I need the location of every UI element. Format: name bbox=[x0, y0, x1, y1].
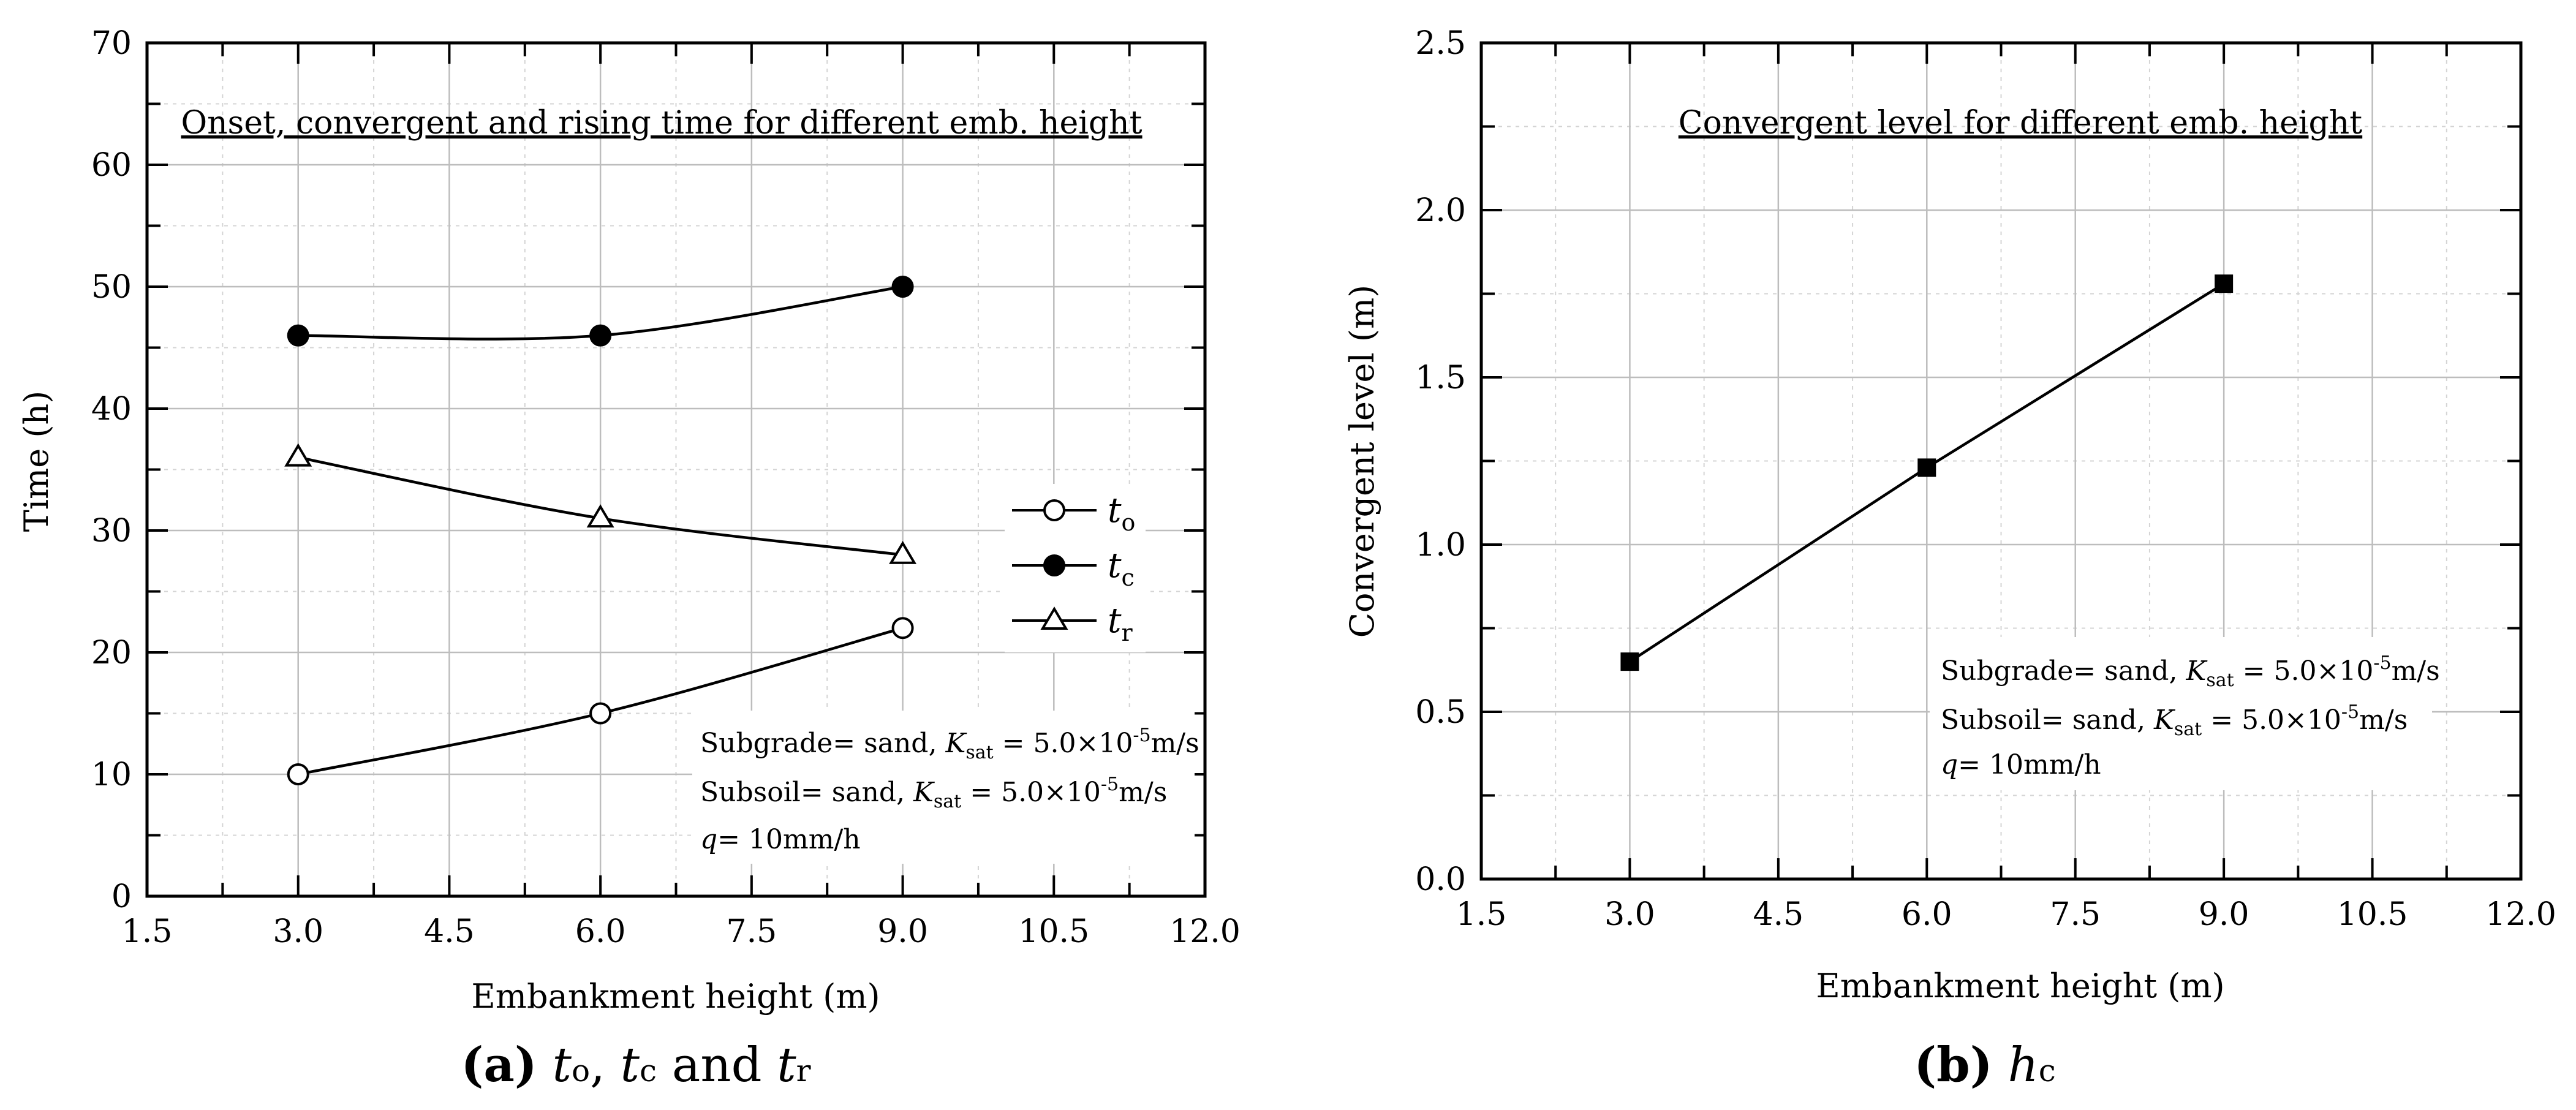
b-x-tick-label: 1.5 bbox=[1456, 896, 1507, 933]
a-legend-tc-label: tc bbox=[1108, 546, 1135, 591]
b-y-axis-label: Convergent level (m) bbox=[1343, 285, 1381, 638]
b-x-axis-label: Embankment height (m) bbox=[1816, 967, 2224, 1005]
a-legend-to-label: to bbox=[1108, 491, 1135, 536]
a-point-tc bbox=[287, 324, 309, 347]
b-chart-title: Convergent level for different emb. heig… bbox=[1679, 105, 2363, 142]
a-caption: (a) to, tc and tr bbox=[461, 1037, 810, 1093]
a-ticks: 1.5 3.0 4.5 6.0 7.5 9.0 10.5 12.0 0 10 20 30 40 50 60 7… bbox=[91, 25, 1241, 950]
a-point-to bbox=[589, 702, 612, 725]
b-y-tick-label: 0.0 bbox=[1415, 861, 1466, 898]
b-x-tick-label: 4.5 bbox=[1753, 896, 1804, 933]
a-point-to bbox=[891, 617, 914, 640]
a-x-tick-label: 3.0 bbox=[273, 913, 323, 950]
a-x-tick-label: 4.5 bbox=[424, 913, 475, 950]
b-x-tick-label: 9.0 bbox=[2199, 896, 2249, 933]
a-series-markers bbox=[284, 276, 917, 785]
a-x-tick-label: 12.0 bbox=[1169, 913, 1241, 950]
b-point-hc bbox=[1620, 652, 1639, 671]
a-legend-tr-label: tr bbox=[1108, 601, 1133, 646]
a-x-tick-label: 10.5 bbox=[1018, 913, 1089, 950]
a-x-tick-label: 1.5 bbox=[122, 913, 173, 950]
a-point-tc bbox=[589, 324, 612, 347]
a-annotation-subsoil: Subsoil= sand, Ksat = 5.0×10-5m/s bbox=[700, 774, 1167, 812]
b-ticks: 1.5 3.0 4.5 6.0 7.5 9.0 10.5 12.0 0.0 0.5 1.0 1.5 2.… bbox=[1415, 25, 2556, 933]
b-y-tick-label: 1.5 bbox=[1415, 360, 1466, 396]
b-annotation-q: q= 10mm/h bbox=[1941, 749, 2101, 780]
a-point-tc bbox=[891, 276, 914, 298]
a-legend-to-marker bbox=[1043, 499, 1065, 521]
a-point-tr bbox=[586, 504, 614, 528]
b-annotation: Subgrade= sand, Ksat = 5.0×10-5m/s Subso… bbox=[1930, 637, 2440, 790]
b-x-tick-label: 12.0 bbox=[2485, 896, 2556, 933]
a-y-axis-label: Time (h) bbox=[17, 391, 56, 532]
a-y-tick-label: 30 bbox=[91, 513, 132, 549]
a-x-axis-label: Embankment height (m) bbox=[471, 977, 880, 1016]
a-legend: to tc tr bbox=[1005, 484, 1146, 652]
a-y-tick-label: 0 bbox=[111, 878, 132, 915]
a-point-to bbox=[287, 763, 309, 785]
a-annotation: Subgrade= sand, Ksat = 5.0×10-5m/s Subso… bbox=[692, 711, 1199, 864]
b-series-markers bbox=[1620, 274, 2234, 671]
a-annotation-subgrade: Subgrade= sand, Ksat = 5.0×10-5m/s bbox=[700, 725, 1199, 763]
a-grid bbox=[146, 42, 1206, 897]
panel-a-time-chart: 1.5 3.0 4.5 6.0 7.5 9.0 10.5 12.0 0 10 20 30 40 50 60 7… bbox=[17, 25, 1241, 1093]
b-point-hc bbox=[2215, 274, 2234, 293]
panel-b-level-chart: 1.5 3.0 4.5 6.0 7.5 9.0 10.5 12.0 0.0 0.5 1.0 1.5 2.… bbox=[1343, 25, 2556, 1093]
b-x-tick-label: 3.0 bbox=[1604, 896, 1655, 933]
b-annotation-subgrade: Subgrade= sand, Ksat = 5.0×10-5m/s bbox=[1941, 652, 2440, 691]
b-y-tick-label: 0.5 bbox=[1415, 694, 1466, 731]
a-y-tick-label: 10 bbox=[91, 757, 132, 793]
b-caption: (b) hc bbox=[1914, 1037, 2055, 1093]
a-chart-title: Onset, convergent and rising time for di… bbox=[181, 105, 1142, 142]
a-y-tick-label: 40 bbox=[91, 391, 132, 428]
a-y-tick-label: 70 bbox=[91, 25, 132, 62]
b-point-hc bbox=[1917, 458, 1936, 477]
b-y-tick-label: 2.0 bbox=[1415, 192, 1466, 229]
a-x-tick-label: 7.5 bbox=[727, 913, 777, 950]
b-annotation-subsoil: Subsoil= sand, Ksat = 5.0×10-5m/s bbox=[1941, 701, 2408, 740]
a-y-tick-label: 50 bbox=[91, 269, 132, 306]
a-y-tick-label: 60 bbox=[91, 147, 132, 184]
b-x-tick-label: 7.5 bbox=[2050, 896, 2101, 933]
b-x-tick-label: 10.5 bbox=[2337, 896, 2408, 933]
b-y-tick-label: 2.5 bbox=[1415, 25, 1466, 62]
a-legend-tc-marker bbox=[1043, 554, 1065, 576]
b-y-tick-label: 1.0 bbox=[1415, 527, 1466, 564]
a-legend-tr-marker bbox=[1040, 606, 1068, 630]
a-point-tr bbox=[284, 443, 312, 467]
a-y-tick-label: 20 bbox=[91, 635, 132, 671]
a-point-tr bbox=[889, 540, 917, 564]
a-annotation-q: q= 10mm/h bbox=[700, 824, 861, 855]
b-x-tick-label: 6.0 bbox=[1902, 896, 1952, 933]
a-x-tick-label: 9.0 bbox=[877, 913, 928, 950]
a-x-tick-label: 6.0 bbox=[575, 913, 626, 950]
